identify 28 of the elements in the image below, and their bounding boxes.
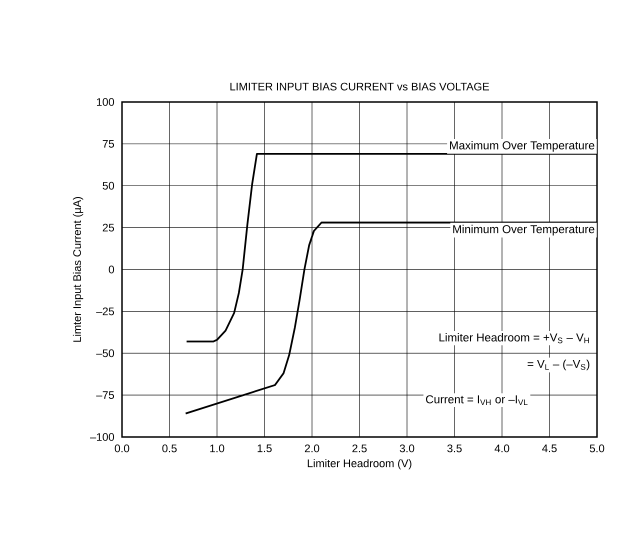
y-tick-label: 75 <box>102 140 114 148</box>
series-label: Maximum Over Temperature <box>450 140 594 152</box>
x-tick-label: 1.5 <box>258 444 272 452</box>
chart-title: LIMITER INPUT BIAS CURRENT vs BIAS VOLTAGE <box>230 82 490 90</box>
x-axis-title: Limiter Headroom (V) <box>308 459 412 470</box>
x-tick-label: 2.5 <box>352 444 367 452</box>
y-tick-label: –25 <box>96 307 114 316</box>
y-tick-label: 50 <box>102 182 114 190</box>
x-tick-label: 4.5 <box>542 444 557 452</box>
annotation: Current = I$_{VH}$ or –I$_{VL}$ <box>426 395 528 406</box>
y-tick-label: –50 <box>96 349 114 358</box>
x-tick-label: 0.5 <box>162 444 177 452</box>
y-tick-label: 0 <box>108 266 114 274</box>
y-tick-label: 100 <box>96 98 114 106</box>
x-tick-label: 3.0 <box>400 444 414 452</box>
y-tick-label: –75 <box>96 391 114 399</box>
series-label: Minimum Over Temperature <box>453 224 594 236</box>
x-tick-label: 2.0 <box>304 444 320 452</box>
x-tick-label: 4.0 <box>494 444 510 452</box>
x-tick-label: 0.0 <box>114 444 130 452</box>
x-tick-label: 3.5 <box>447 444 462 452</box>
annotation: = V$_{L}$ – (–V$_{S}$) <box>528 360 590 370</box>
y-tick-label: 25 <box>102 224 114 232</box>
annotation: Limiter Headroom = +V$_{S}$ – V$_{H}$ <box>439 333 589 344</box>
x-tick-label: 5.0 <box>590 444 604 452</box>
x-tick-label: 1.0 <box>210 444 224 452</box>
y-axis-title: Limter Input Bias Current (µA) <box>72 197 84 342</box>
y-tick-label: –100 <box>90 433 114 441</box>
